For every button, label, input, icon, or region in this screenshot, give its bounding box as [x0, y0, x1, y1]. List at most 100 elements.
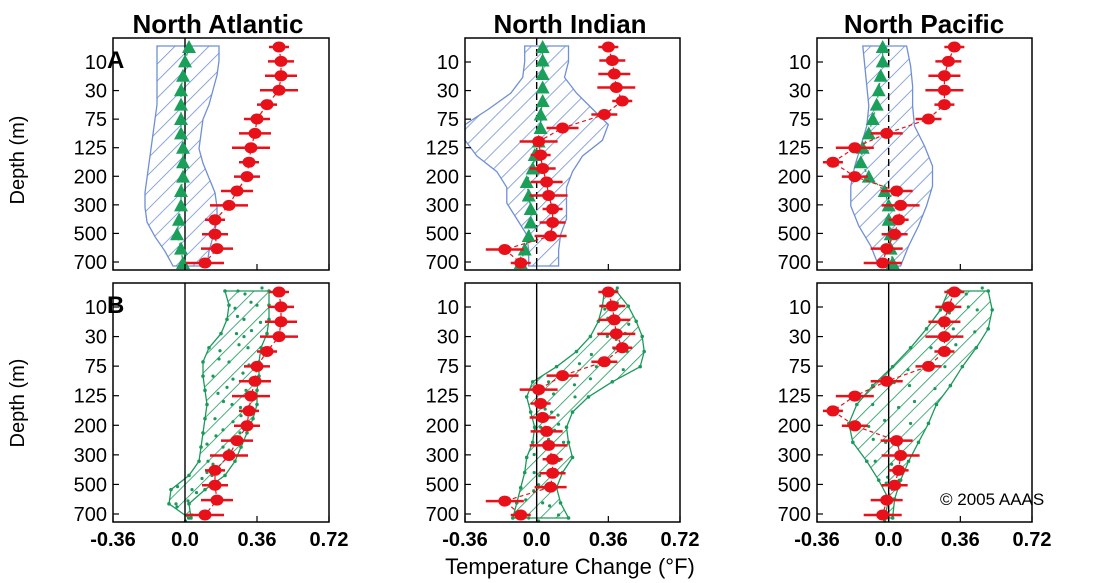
panel-title-north-pacific: North Pacific [844, 9, 1004, 39]
x-tick-label: 0.72 [310, 529, 349, 551]
observed-point [848, 171, 862, 183]
ensemble-dot [244, 388, 248, 392]
y-tick-label: 30 [437, 81, 459, 103]
ensemble-dot [870, 383, 875, 388]
ensemble-dot [906, 459, 911, 464]
observed-line [831, 46, 955, 264]
observed-point [546, 453, 560, 465]
observed-point [210, 494, 224, 506]
x-tick-label: -0.36 [442, 529, 488, 551]
model-triangle [853, 155, 868, 169]
observed-point [605, 55, 619, 66]
ensemble-dot [239, 445, 243, 449]
observed-point [609, 328, 623, 340]
ensemble-dot [219, 331, 223, 336]
observed-point [607, 68, 621, 80]
ensemble-dot [884, 481, 888, 485]
observed-point [240, 420, 254, 432]
observed-point [947, 286, 961, 298]
model-triangle [535, 80, 550, 94]
model-triangle [172, 212, 186, 226]
ensemble-dot [537, 483, 541, 487]
ensemble-dot [249, 328, 254, 333]
x-axis-label: Temperature Change (°F) [445, 554, 695, 579]
observed-point [888, 228, 902, 240]
ensemble-dot [231, 377, 235, 381]
y-tick-label: 10 [789, 297, 811, 319]
ensemble-dot [864, 459, 869, 464]
observed-point [260, 99, 274, 111]
observed-point [876, 509, 890, 521]
observed-point [888, 479, 902, 491]
observed-point [892, 214, 906, 226]
model-triangle [174, 112, 188, 125]
model-triangle [176, 169, 190, 183]
observed-point [498, 244, 512, 255]
ensemble-dot [951, 327, 955, 331]
ensemble-dot [890, 516, 895, 520]
panel-b-north-atlantic: 10 30 75 125 200 300 500 700 -0.36 0.0 0.36 0.72 [74, 282, 349, 551]
ensemble-dot [235, 314, 240, 318]
model-triangle [174, 198, 188, 212]
observed-point [514, 257, 528, 269]
observed-line [204, 291, 282, 516]
ensemble-dot [233, 306, 237, 310]
y-tick-label: 700 [74, 504, 107, 526]
ensemble-dot [541, 501, 545, 505]
observed-point [250, 360, 264, 372]
observed-point [546, 203, 560, 215]
y-tick-label: 200 [74, 166, 107, 188]
model-triangle [523, 215, 538, 229]
observed-point [534, 149, 548, 161]
ensemble-dot [205, 402, 209, 407]
model-series-a-north-atlantic [170, 40, 196, 269]
y-tick-label: 75 [85, 356, 107, 378]
observed-point [941, 301, 955, 313]
ensemble-dot [194, 491, 199, 495]
ensemble-dot [549, 410, 554, 414]
observed-point [544, 230, 558, 242]
observed-point [615, 95, 629, 107]
observed-point [880, 127, 894, 139]
observed-point [542, 439, 556, 451]
observed-point [208, 228, 222, 240]
ensemble-dot [524, 498, 528, 502]
frame-a-north-indian [464, 37, 681, 271]
ensemble-dot [532, 425, 537, 430]
observed-point [208, 464, 222, 476]
observed-point [230, 185, 244, 197]
ensemble-dot [640, 334, 644, 339]
ensemble-dot [551, 392, 556, 396]
x-tick-label: 0.72 [661, 529, 700, 551]
observed-point [222, 450, 236, 462]
ensemble-dot [175, 505, 179, 509]
y-tick-label: 30 [789, 327, 811, 349]
ensemble-dot [973, 330, 977, 334]
observed-point [272, 84, 286, 96]
observed-point [230, 435, 244, 447]
model-triangle [519, 175, 534, 188]
frame-b-north-indian [464, 282, 681, 523]
model-triangle [176, 68, 190, 82]
panel-a-north-pacific: 10 30 75 125 200 300 500 700 [778, 37, 1033, 274]
ensemble-dot [556, 513, 561, 517]
frame-a-north-pacific [816, 37, 1033, 271]
ensemble-dot [986, 289, 991, 293]
model-triangle [875, 40, 890, 53]
ensemble-dot [203, 416, 207, 421]
observed-point [250, 113, 264, 125]
ensemble-dot [974, 345, 979, 350]
y-tick-label: 125 [426, 138, 459, 160]
observed-point [198, 509, 212, 521]
ensemble-dot [199, 445, 203, 449]
observed-point [880, 494, 894, 506]
ensemble-dot [530, 440, 535, 445]
ensemble-dot [627, 322, 631, 326]
ensemble-dot [546, 380, 551, 384]
observed-point [274, 55, 288, 67]
ensemble-dot [237, 343, 241, 347]
ensemble-dot [867, 424, 871, 429]
y-tick-label: 700 [74, 252, 107, 274]
ensemble-dot [943, 365, 947, 369]
y-tick-label: 125 [426, 386, 459, 408]
